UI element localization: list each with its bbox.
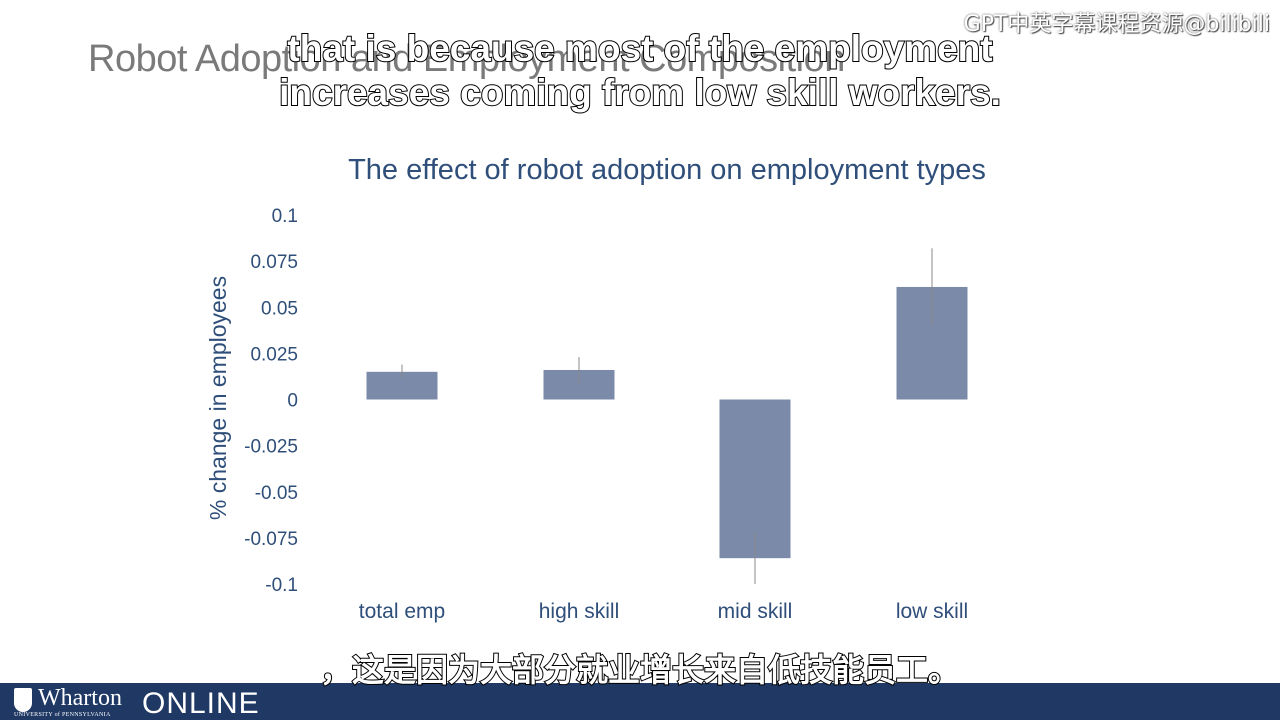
subtitle-english-line2: increases coming from low skill workers. (0, 70, 1280, 116)
university-text: UNIVERSITY of PENNSYLVANIA (14, 712, 111, 718)
y-tick-label: 0 (287, 391, 298, 412)
chart-title: The effect of robot adoption on employme… (348, 154, 986, 186)
y-tick-label: -0.025 (244, 437, 298, 458)
y-tick-label: -0.1 (265, 575, 298, 596)
y-tick-label: 0.025 (250, 344, 298, 365)
y-axis-ticks: 0.1 0.075 0.05 0.025 0 -0.025 -0.05 -0.075 -0.1 (244, 206, 298, 596)
category-label: high skill (539, 600, 620, 623)
penn-shield-icon (14, 688, 32, 712)
category-labels: total emp high skill mid skill low skill (359, 600, 968, 623)
y-tick-label: 0.05 (261, 298, 298, 319)
y-tick-label: -0.05 (255, 483, 298, 504)
category-label: mid skill (718, 600, 793, 623)
category-label: low skill (896, 600, 968, 623)
online-logo-text: ONLINE (142, 687, 260, 721)
category-label: total emp (359, 600, 445, 623)
y-axis-label: % change in employees (205, 276, 231, 520)
y-tick-label: 0.1 (272, 206, 298, 227)
error-bars (402, 248, 932, 584)
subtitle-chinese: ，这是因为大部分就业增长来自低技能员工。 (0, 650, 1280, 690)
bars (367, 287, 968, 558)
y-tick-label: -0.075 (244, 529, 298, 550)
subtitle-english-line1: that is because most of the employment (0, 26, 1280, 72)
y-tick-label: 0.075 (250, 252, 298, 273)
